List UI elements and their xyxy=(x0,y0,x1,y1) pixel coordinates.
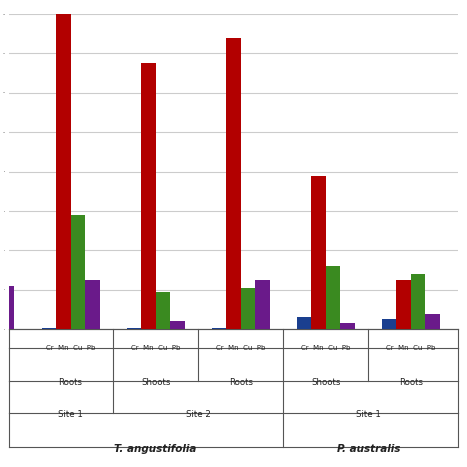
Text: Cr  Mn  Cu  Pb: Cr Mn Cu Pb xyxy=(386,345,436,351)
Bar xyxy=(311,176,326,329)
Bar xyxy=(340,323,355,329)
Text: Roots: Roots xyxy=(399,378,423,387)
Bar xyxy=(411,274,425,329)
Bar xyxy=(297,318,311,329)
Bar xyxy=(425,314,440,329)
Bar xyxy=(226,38,241,329)
Bar xyxy=(326,266,340,329)
Text: Site 1: Site 1 xyxy=(356,410,381,418)
Text: Roots: Roots xyxy=(229,378,253,387)
Text: Cr  Mn  Cu  Pb: Cr Mn Cu Pb xyxy=(131,345,180,351)
Text: P. australis: P. australis xyxy=(337,444,400,454)
Bar xyxy=(241,288,255,329)
Bar xyxy=(141,63,156,329)
Bar xyxy=(42,328,56,329)
Text: Site 1: Site 1 xyxy=(58,410,83,418)
Bar xyxy=(396,280,411,329)
Bar xyxy=(85,280,99,329)
Bar xyxy=(0,286,14,329)
Text: Shoots: Shoots xyxy=(141,378,170,387)
Bar xyxy=(382,319,396,329)
Text: Cr  Mn  Cu  Pb: Cr Mn Cu Pb xyxy=(216,345,265,351)
Text: Cr  Mn  Cu  Pb: Cr Mn Cu Pb xyxy=(301,345,351,351)
Text: Shoots: Shoots xyxy=(311,378,340,387)
Bar xyxy=(212,328,226,329)
Text: Roots: Roots xyxy=(58,378,83,387)
Bar xyxy=(71,215,85,329)
Bar xyxy=(255,280,269,329)
Text: T. angustifolia: T. angustifolia xyxy=(114,444,197,454)
Text: Cr  Mn  Cu  Pb: Cr Mn Cu Pb xyxy=(46,345,95,351)
Bar xyxy=(56,0,71,329)
Bar xyxy=(127,328,141,329)
Bar xyxy=(170,321,184,329)
Text: Site 2: Site 2 xyxy=(186,410,211,418)
Bar xyxy=(156,292,170,329)
